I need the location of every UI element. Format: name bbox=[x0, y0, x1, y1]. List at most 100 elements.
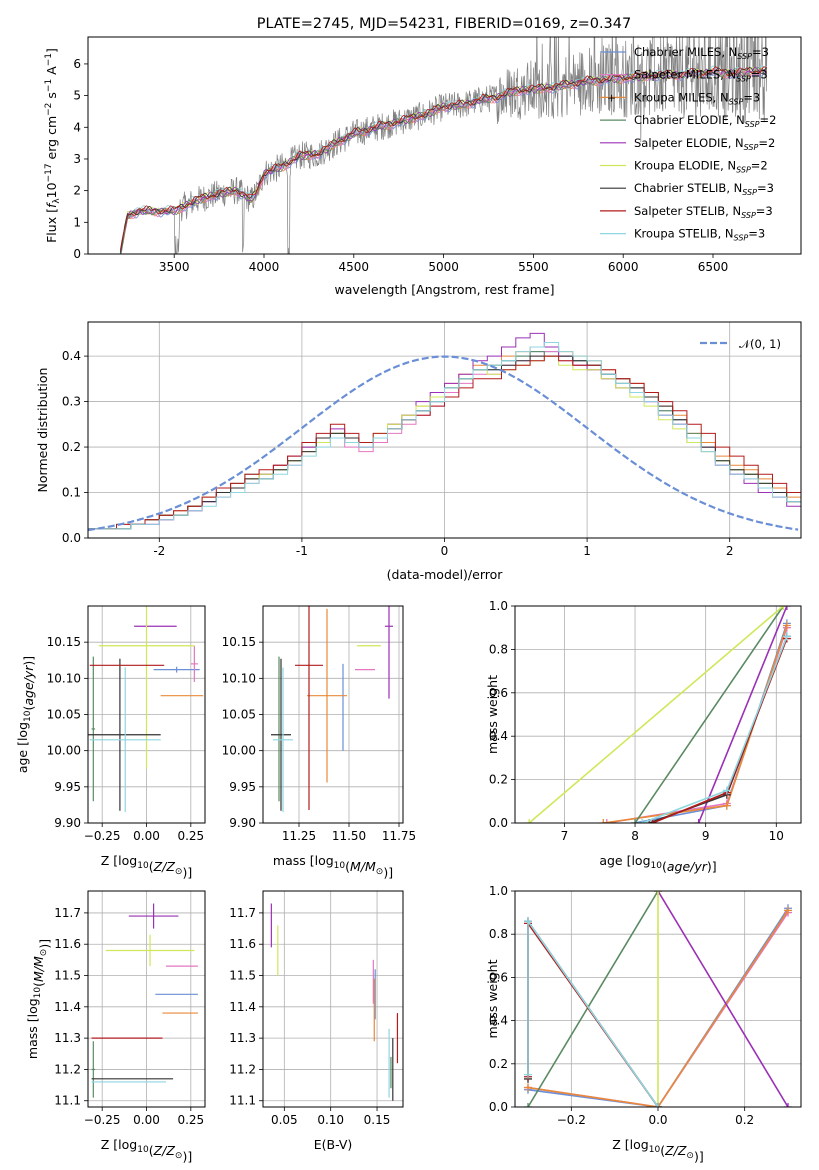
weight-marker bbox=[524, 1070, 532, 1079]
weight_vs_Z-ticks: −0.2 0.0 0.2 0.0 0.2 0.4 0.6 0.8 1.0 bbox=[489, 884, 754, 1127]
weight_vs_age-frame bbox=[514, 605, 802, 824]
x-tick-label: 0.25 bbox=[177, 829, 204, 843]
weight-marker bbox=[654, 891, 662, 895]
x-tick-label: 0.00 bbox=[133, 829, 160, 843]
y-tick-label: 0.0 bbox=[62, 531, 81, 545]
residuals-ylabel: Normed distribution bbox=[35, 368, 50, 493]
legend-label: Kroupa STELIB, NSSP=3 bbox=[634, 227, 765, 243]
weight_vs_age-xlabel: age [log10(age/yr)] bbox=[599, 853, 716, 874]
data-point bbox=[385, 606, 393, 699]
legend-label: Kroupa ELODIE, NSSP=2 bbox=[634, 159, 768, 175]
gaussian-curve bbox=[88, 355, 799, 532]
weight-marker bbox=[602, 819, 611, 823]
legend-label: Chabrier MILES, NSSP=3 bbox=[634, 45, 769, 61]
x-tick-label: 8 bbox=[631, 829, 639, 843]
figure-title: PLATE=2745, MJD=54231, FIBERID=0169, z=0… bbox=[257, 16, 631, 32]
y-tick-label: 0.2 bbox=[489, 1057, 508, 1071]
mass_vs_Z-grid bbox=[88, 891, 205, 1107]
mass_vs_Z-axes: −0.25 0.00 0.25 11.1 11.2 11.3 11.4 11.5 11.6 11.… bbox=[25, 890, 206, 1164]
y-tick-label: 11.4 bbox=[229, 1000, 256, 1014]
y-tick-label: 0.4 bbox=[62, 349, 81, 363]
residual-hist-4 bbox=[88, 332, 801, 530]
weight_vs_age-axes: 7 8 9 10 0.0 0.2 0.4 0.6 0.8 1.0 age [log10(age/yr… bbox=[485, 599, 802, 874]
y-tick-label: 9.90 bbox=[54, 816, 81, 830]
mass_vs_Z-xlabel: Z [log10(Z/Z⊙)] bbox=[101, 1137, 192, 1164]
weight_vs_Z-axes: −0.2 0.0 0.2 0.0 0.2 0.4 0.6 0.8 1.0 Z [log10(Z/Z… bbox=[485, 884, 802, 1164]
weight-marker bbox=[648, 819, 657, 823]
age_vs_mass-ticks: 11.25 11.50 11.75 9.90 9.95 10.00 10.05 10.10 10… bbox=[222, 635, 417, 843]
weight-marker bbox=[524, 1103, 532, 1107]
residuals-grid bbox=[88, 322, 801, 539]
y-tick-label: 2 bbox=[73, 184, 81, 198]
y-tick-label: 1.0 bbox=[489, 884, 508, 898]
x-tick-label: −0.25 bbox=[84, 1113, 121, 1127]
x-tick-label: 3500 bbox=[159, 260, 190, 274]
x-tick-label: 7 bbox=[561, 829, 569, 843]
x-tick-label: 4000 bbox=[249, 260, 280, 274]
data-point bbox=[271, 658, 291, 811]
y-tick-label: 11.5 bbox=[229, 969, 256, 983]
y-tick-label: 10.05 bbox=[47, 708, 81, 722]
weight-line-8 bbox=[527, 918, 659, 1107]
y-tick-label: 11.7 bbox=[229, 906, 256, 920]
x-tick-label: -2 bbox=[153, 544, 165, 558]
y-tick-label: 0.0 bbox=[489, 816, 508, 830]
x-tick-label: 0.15 bbox=[364, 1113, 391, 1127]
mass_vs_EBV-grid bbox=[263, 891, 403, 1107]
y-tick-label: 0.6 bbox=[489, 970, 508, 984]
x-tick-label: 11.50 bbox=[332, 829, 366, 843]
data-point bbox=[153, 666, 200, 673]
y-tick-label: 11.2 bbox=[229, 1062, 256, 1076]
residual-hist-7 bbox=[88, 355, 801, 530]
age_vs_Z-points bbox=[88, 606, 204, 813]
y-tick-label: 10.15 bbox=[222, 635, 256, 649]
residuals-xlabel: (data-model)/error bbox=[387, 567, 504, 582]
weight-line-3 bbox=[527, 891, 659, 1107]
mass_vs_Z-ylabel: mass [log10(M/M⊙)] bbox=[25, 939, 52, 1059]
spectrum-xlabel: wavelength [Angstrom, rest frame] bbox=[334, 282, 554, 297]
weight_vs_Z-ylabel: mass weight bbox=[485, 959, 500, 1038]
y-tick-label: 0.8 bbox=[489, 642, 508, 656]
x-tick-label: 4500 bbox=[339, 260, 370, 274]
y-tick-label: 10.00 bbox=[222, 744, 256, 758]
y-tick-label: 9.95 bbox=[54, 780, 81, 794]
mass_vs_EBV-points bbox=[270, 903, 399, 1101]
weight-marker bbox=[784, 906, 792, 915]
y-tick-label: 0.0 bbox=[489, 1100, 508, 1114]
x-tick-label: 5000 bbox=[428, 260, 459, 274]
weight-marker bbox=[599, 819, 608, 823]
y-tick-label: 6 bbox=[73, 57, 81, 71]
age_vs_mass-axes: 11.25 11.50 11.75 9.90 9.95 10.00 10.05 10.10 10… bbox=[222, 605, 417, 880]
x-tick-label: 10 bbox=[769, 829, 784, 843]
residual-lines bbox=[88, 332, 801, 532]
weight-line-4 bbox=[697, 606, 788, 823]
weight-line-5 bbox=[528, 606, 784, 823]
weight_vs_age-ylabel: mass weight bbox=[485, 675, 500, 754]
weight-marker bbox=[722, 786, 731, 795]
y-tick-label: 11.3 bbox=[229, 1031, 256, 1045]
data-point bbox=[128, 903, 179, 929]
svg-text:+: + bbox=[607, 91, 616, 104]
residual-hist-2 bbox=[88, 346, 801, 530]
spectrum-model-7 bbox=[119, 66, 768, 251]
y-tick-label: 1 bbox=[73, 215, 81, 229]
residuals-axes: -2 -1 0 1 2 0.0 0.1 0.2 0.3 0.4 (data-model)/error… bbox=[35, 321, 802, 582]
y-tick-label: 0.4 bbox=[489, 1014, 508, 1028]
weight-marker bbox=[782, 606, 791, 610]
y-tick-label: 10.15 bbox=[47, 635, 81, 649]
y-tick-label: 11.3 bbox=[54, 1031, 81, 1045]
x-tick-label: −0.25 bbox=[84, 829, 121, 843]
x-tick-label: 0.10 bbox=[317, 1113, 344, 1127]
weight-marker bbox=[694, 819, 703, 823]
weight-line-4 bbox=[657, 891, 789, 1107]
residual-hist-3 bbox=[88, 351, 801, 530]
weight-marker bbox=[631, 819, 640, 823]
weight_vs_age-lines bbox=[525, 606, 791, 823]
data-point bbox=[88, 658, 161, 811]
data-point bbox=[105, 934, 195, 967]
age_vs_Z-ylabel: age [log10(age/yr)] bbox=[15, 656, 36, 773]
x-tick-label: 0 bbox=[441, 544, 449, 558]
y-tick-label: 0.2 bbox=[62, 440, 81, 454]
y-tick-label: 11.1 bbox=[229, 1094, 256, 1108]
data-point bbox=[91, 1041, 96, 1098]
